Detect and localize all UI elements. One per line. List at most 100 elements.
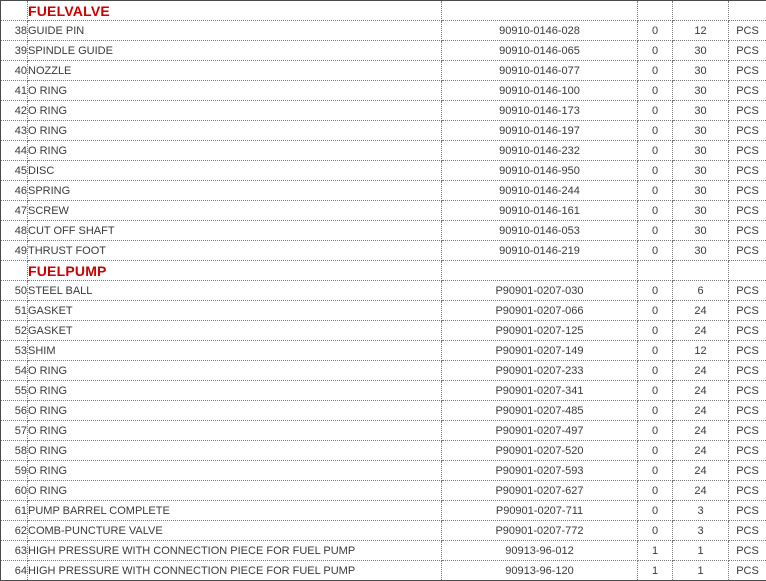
part-number-cell: P90901-0207-233 bbox=[441, 360, 638, 381]
part-name-cell: O RING bbox=[27, 360, 442, 381]
part-name-cell: HIGH PRESSURE WITH CONNECTION PIECE FOR … bbox=[27, 560, 442, 581]
qty-b-cell: 30 bbox=[672, 80, 729, 101]
part-name-cell: DISC bbox=[27, 160, 442, 181]
part-number-cell: P90901-0207-711 bbox=[441, 500, 638, 521]
part-number-cell: P90901-0207-485 bbox=[441, 400, 638, 421]
qty-b-cell: 12 bbox=[672, 20, 729, 41]
unit-cell: PCS bbox=[728, 20, 766, 41]
qty-a-cell: 0 bbox=[637, 280, 673, 301]
part-number-cell: 90910-0146-219 bbox=[441, 240, 638, 261]
unit-cell: PCS bbox=[728, 60, 766, 81]
unit-cell bbox=[728, 0, 766, 21]
table-row: 40 NOZZLE 90910-0146-077 0 30 PCS bbox=[0, 60, 766, 81]
part-name-cell: O RING bbox=[27, 400, 442, 421]
row-no-cell: 56 bbox=[0, 400, 28, 421]
qty-a-cell: 0 bbox=[637, 480, 673, 501]
row-no-cell: 43 bbox=[0, 120, 28, 141]
qty-b-cell: 24 bbox=[672, 360, 729, 381]
qty-b-cell: 6 bbox=[672, 280, 729, 301]
part-name-cell: O RING bbox=[27, 480, 442, 501]
qty-b-cell: 3 bbox=[672, 520, 729, 541]
table-row: 62 COMB-PUNCTURE VALVE P90901-0207-772 0… bbox=[0, 520, 766, 541]
row-no-cell: 53 bbox=[0, 340, 28, 361]
qty-a-cell: 1 bbox=[637, 560, 673, 581]
row-no-cell: 57 bbox=[0, 420, 28, 441]
part-number-cell: P90901-0207-627 bbox=[441, 480, 638, 501]
table-row: 58 O RING P90901-0207-520 0 24 PCS bbox=[0, 440, 766, 461]
table-row: 57 O RING P90901-0207-497 0 24 PCS bbox=[0, 420, 766, 441]
qty-b-cell: 24 bbox=[672, 300, 729, 321]
part-name-cell: HIGH PRESSURE WITH CONNECTION PIECE FOR … bbox=[27, 540, 442, 561]
part-name-cell: STEEL BALL bbox=[27, 280, 442, 301]
part-number-cell: P90901-0207-341 bbox=[441, 380, 638, 401]
part-name-cell: O RING bbox=[27, 80, 442, 101]
qty-a-cell: 0 bbox=[637, 40, 673, 61]
table-row: 60 O RING P90901-0207-627 0 24 PCS bbox=[0, 480, 766, 501]
row-no-cell: 46 bbox=[0, 180, 28, 201]
table-row: 45 DISC 90910-0146-950 0 30 PCS bbox=[0, 160, 766, 181]
part-name-cell: THRUST FOOT bbox=[27, 240, 442, 261]
row-no-cell: 40 bbox=[0, 60, 28, 81]
qty-b-cell bbox=[672, 260, 729, 281]
qty-a-cell: 0 bbox=[637, 240, 673, 261]
qty-b-cell: 24 bbox=[672, 440, 729, 461]
row-no-cell: 58 bbox=[0, 440, 28, 461]
part-name-cell: O RING bbox=[27, 420, 442, 441]
qty-b-cell: 1 bbox=[672, 540, 729, 561]
row-no-cell: 49 bbox=[0, 240, 28, 261]
qty-b-cell: 24 bbox=[672, 320, 729, 341]
table-row: 50 STEEL BALL P90901-0207-030 0 6 PCS bbox=[0, 280, 766, 301]
qty-b-cell: 24 bbox=[672, 400, 729, 421]
unit-cell: PCS bbox=[728, 420, 766, 441]
part-name-cell: GUIDE PIN bbox=[27, 20, 442, 41]
part-number-cell: P90901-0207-149 bbox=[441, 340, 638, 361]
part-number-cell: 90910-0146-950 bbox=[441, 160, 638, 181]
unit-cell: PCS bbox=[728, 40, 766, 61]
unit-cell: PCS bbox=[728, 80, 766, 101]
part-number-cell: 90913-96-012 bbox=[441, 540, 638, 561]
qty-b-cell: 24 bbox=[672, 420, 729, 441]
qty-a-cell: 1 bbox=[637, 540, 673, 561]
qty-a-cell: 0 bbox=[637, 120, 673, 141]
part-number-cell: P90901-0207-497 bbox=[441, 420, 638, 441]
part-number-cell: 90910-0146-197 bbox=[441, 120, 638, 141]
part-number-cell bbox=[441, 0, 638, 21]
unit-cell: PCS bbox=[728, 340, 766, 361]
qty-b-cell: 30 bbox=[672, 200, 729, 221]
table-row: 55 O RING P90901-0207-341 0 24 PCS bbox=[0, 380, 766, 401]
part-number-cell: 90910-0146-232 bbox=[441, 140, 638, 161]
table-row: 43 O RING 90910-0146-197 0 30 PCS bbox=[0, 120, 766, 141]
table-row: 48 CUT OFF SHAFT 90910-0146-053 0 30 PCS bbox=[0, 220, 766, 241]
qty-b-cell: 3 bbox=[672, 500, 729, 521]
qty-b-cell: 30 bbox=[672, 100, 729, 121]
part-number-cell: 90910-0146-077 bbox=[441, 60, 638, 81]
qty-b-cell: 30 bbox=[672, 120, 729, 141]
part-name-cell: O RING bbox=[27, 460, 442, 481]
part-name-cell: PUMP BARREL COMPLETE bbox=[27, 500, 442, 521]
row-no-cell: 54 bbox=[0, 360, 28, 381]
row-no-cell: 42 bbox=[0, 100, 28, 121]
part-name-cell: COMB-PUNCTURE VALVE bbox=[27, 520, 442, 541]
unit-cell bbox=[728, 260, 766, 281]
unit-cell: PCS bbox=[728, 100, 766, 121]
table-row: 56 O RING P90901-0207-485 0 24 PCS bbox=[0, 400, 766, 421]
row-no-cell: 44 bbox=[0, 140, 28, 161]
qty-b-cell: 30 bbox=[672, 60, 729, 81]
qty-b-cell: 30 bbox=[672, 40, 729, 61]
part-number-cell: P90901-0207-520 bbox=[441, 440, 638, 461]
qty-a-cell: 0 bbox=[637, 360, 673, 381]
part-name-cell: SPRING bbox=[27, 180, 442, 201]
section-title: FUELPUMP bbox=[27, 260, 442, 281]
unit-cell: PCS bbox=[728, 280, 766, 301]
qty-a-cell: 0 bbox=[637, 380, 673, 401]
part-name-cell: SCREW bbox=[27, 200, 442, 221]
qty-a-cell: 0 bbox=[637, 80, 673, 101]
part-name-cell: SPINDLE GUIDE bbox=[27, 40, 442, 61]
unit-cell: PCS bbox=[728, 140, 766, 161]
unit-cell: PCS bbox=[728, 380, 766, 401]
qty-a-cell: 0 bbox=[637, 500, 673, 521]
unit-cell: PCS bbox=[728, 180, 766, 201]
unit-cell: PCS bbox=[728, 460, 766, 481]
row-no-cell: 61 bbox=[0, 500, 28, 521]
